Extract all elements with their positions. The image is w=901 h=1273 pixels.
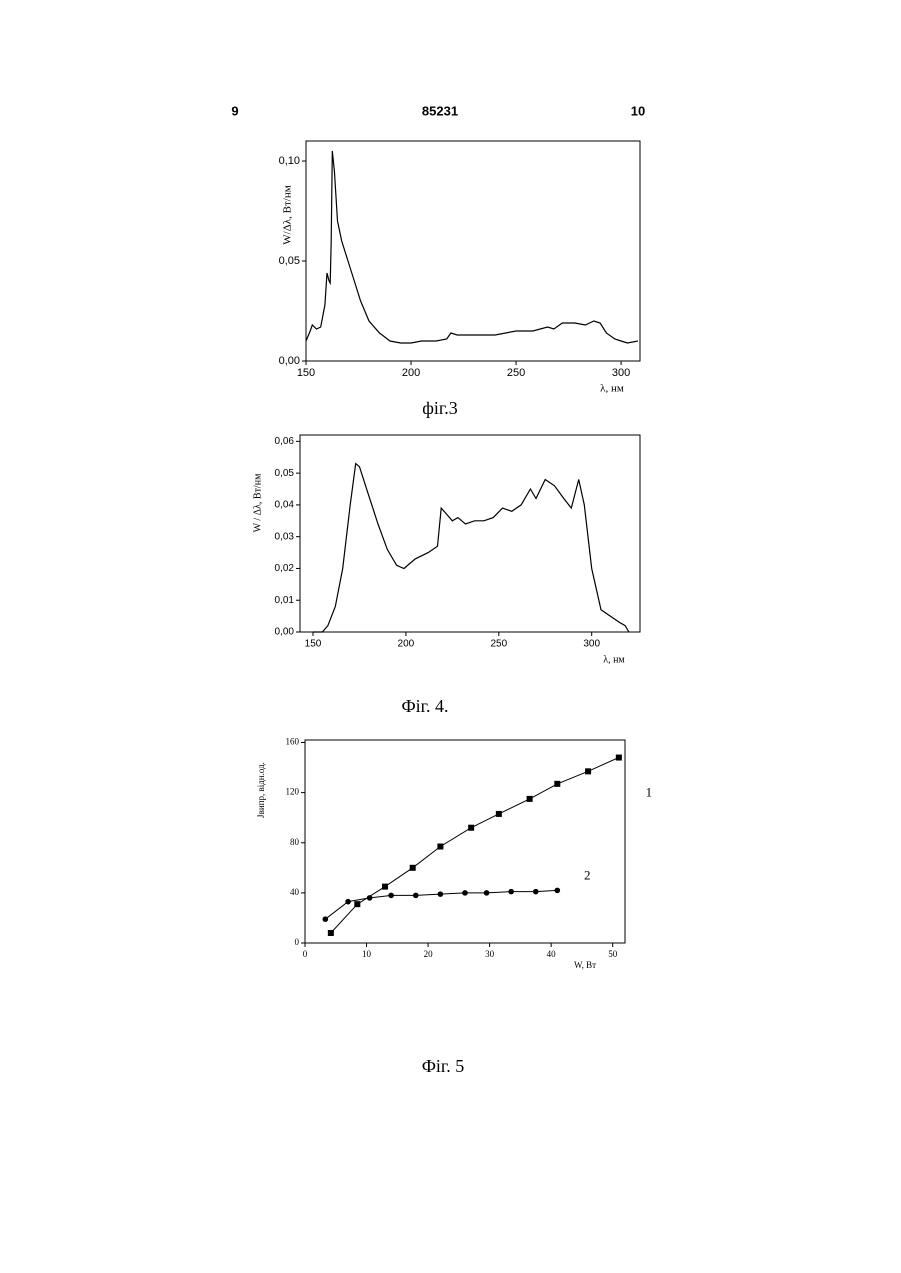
square-marker — [468, 825, 474, 831]
y-tick-label: 0,05 — [275, 468, 295, 479]
y-tick-label: 160 — [286, 737, 300, 747]
spectrum-line — [306, 151, 638, 343]
figure-caption: фіг.3 — [422, 398, 458, 418]
series-line — [331, 758, 619, 934]
x-tick-label: 200 — [402, 367, 420, 379]
page-number-right: 10 — [631, 103, 645, 118]
circle-marker — [388, 893, 394, 899]
x-tick-label: 50 — [608, 949, 618, 959]
patent-number: 85231 — [422, 103, 458, 118]
circle-marker — [462, 890, 468, 896]
circle-marker — [533, 889, 539, 895]
page-number-left: 9 — [231, 103, 238, 118]
circle-marker — [413, 893, 419, 899]
circle-marker — [367, 895, 373, 901]
circle-marker — [555, 888, 561, 894]
x-tick-label: 200 — [398, 639, 415, 650]
circle-marker — [323, 916, 329, 922]
circle-marker — [484, 890, 490, 896]
spectrum-line — [313, 464, 629, 632]
y-tick-label: 0,02 — [275, 563, 295, 574]
x-tick-label: 300 — [583, 639, 600, 650]
figure-caption: Фіг. 5 — [422, 1056, 465, 1076]
y-tick-label: 120 — [286, 787, 300, 797]
x-tick-label: 0 — [303, 949, 308, 959]
square-marker — [496, 811, 502, 817]
series-label: 2 — [584, 867, 591, 882]
x-axis-label: λ, нм — [603, 654, 625, 665]
y-tick-label: 0,03 — [275, 531, 295, 542]
y-tick-label: 0,06 — [275, 436, 295, 447]
square-marker — [437, 844, 443, 850]
x-tick-label: 150 — [305, 639, 322, 650]
y-tick-label: 80 — [290, 837, 300, 847]
y-axis-label: W/Δλ, Вт/нм — [282, 185, 294, 244]
square-marker — [354, 901, 360, 907]
x-tick-label: 300 — [612, 367, 630, 379]
x-axis-label: W, Вт — [574, 960, 596, 970]
y-axis-label: Jвипр, відн.од. — [256, 762, 266, 818]
x-tick-label: 10 — [362, 949, 372, 959]
square-marker — [382, 884, 388, 890]
plot-frame — [300, 435, 640, 632]
figure-caption: Фіг. 4. — [401, 696, 448, 716]
x-tick-label: 250 — [507, 367, 525, 379]
y-tick-label: 0,05 — [279, 255, 300, 267]
x-tick-label: 40 — [547, 949, 557, 959]
square-marker — [527, 796, 533, 802]
x-tick-label: 30 — [485, 949, 495, 959]
square-marker — [585, 768, 591, 774]
x-tick-label: 250 — [490, 639, 507, 650]
y-tick-label: 40 — [290, 887, 300, 897]
y-tick-label: 0,00 — [279, 355, 300, 367]
y-tick-label: 0,00 — [275, 627, 295, 638]
page: 9 85231 10 1502002503000,000,050,10λ, нм… — [0, 0, 901, 1273]
y-tick-label: 0 — [295, 937, 300, 947]
plot-frame — [306, 141, 640, 361]
y-axis-label: W / Δλ, Вт/нм — [252, 473, 263, 532]
plot-frame — [305, 740, 625, 943]
square-marker — [410, 865, 416, 871]
square-marker — [554, 781, 560, 787]
y-tick-label: 0,04 — [275, 500, 295, 511]
circle-marker — [508, 889, 514, 895]
square-marker — [328, 930, 334, 936]
x-tick-label: 150 — [297, 367, 315, 379]
square-marker — [616, 755, 622, 761]
x-axis-label: λ, нм — [600, 383, 624, 395]
y-tick-label: 0,01 — [275, 595, 295, 606]
series-label: 1 — [646, 785, 653, 800]
circle-marker — [345, 899, 351, 905]
x-tick-label: 20 — [424, 949, 434, 959]
circle-marker — [438, 891, 444, 897]
y-tick-label: 0,10 — [279, 155, 300, 167]
